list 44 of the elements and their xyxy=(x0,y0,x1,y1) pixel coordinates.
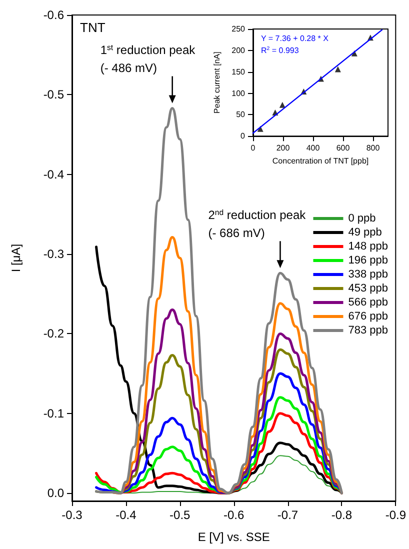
point xyxy=(334,66,341,72)
x-tick-label: -0.7 xyxy=(277,508,298,522)
x-tick-label: -0.8 xyxy=(331,508,352,522)
y-tick-label: -0.2 xyxy=(43,326,64,341)
legend-label: 566 ppb xyxy=(348,296,388,308)
x-tick-label: -0.9 xyxy=(385,508,406,522)
legend-label: 453 ppb xyxy=(348,282,388,294)
y-tick-label: -0.5 xyxy=(43,88,64,102)
x-axis-title: E [V] vs. SSE xyxy=(198,530,270,544)
y-tick-label: 250 xyxy=(232,24,246,34)
x-axis-title: Concentration of TNT [ppb] xyxy=(272,156,369,166)
y-tick-label: 150 xyxy=(232,67,246,76)
annotation: TNT xyxy=(80,20,106,35)
y-tick-label: -0.1 xyxy=(43,406,64,420)
legend-label: 676 ppb xyxy=(348,310,388,322)
y-tick-label: 100 xyxy=(232,88,246,98)
x-tick-label: 400 xyxy=(306,144,320,153)
x-tick-label: -0.5 xyxy=(170,508,191,522)
legend-label: 783 ppb xyxy=(348,324,388,336)
legend-label: 49 ppb xyxy=(348,226,382,238)
point xyxy=(279,102,286,108)
x-tick-label: -0.3 xyxy=(62,508,83,522)
annotation: Y = 7.36 + 0.28 * X xyxy=(261,34,330,43)
y-tick-label: -0.3 xyxy=(43,247,64,262)
annotation: 2$^{nd}$ reduction peak (- 686 mV) xyxy=(208,208,307,240)
legend-label: 338 ppb xyxy=(348,268,388,280)
y-tick-label: 0 xyxy=(240,132,246,141)
y-tick-label: 200 xyxy=(232,46,246,55)
y-axis-title: Peak current [nA] xyxy=(212,52,222,114)
legend-label: 196 ppb xyxy=(348,254,388,266)
y-tick-label: 0.0 xyxy=(47,486,64,500)
x-tick-label: 600 xyxy=(336,144,350,153)
y-tick-label: -0.4 xyxy=(43,167,64,182)
legend-label: 148 ppb xyxy=(348,240,388,252)
annotation: R$^{2}$ = 0.993 xyxy=(261,46,300,55)
y-axis-title: I [μA] xyxy=(9,244,23,272)
x-tick-label: 200 xyxy=(276,144,290,153)
x-tick-label: 800 xyxy=(366,144,380,153)
annotation: 1$^{st}$ reduction peak (- 486 mV) xyxy=(100,42,196,76)
y-tick-label: -0.6 xyxy=(43,8,64,22)
y-tick-label: 50 xyxy=(236,110,246,120)
x-tick-label: 0 xyxy=(250,144,256,153)
x-tick-label: -0.4 xyxy=(116,508,137,522)
legend-label: 0 ppb xyxy=(348,212,376,224)
